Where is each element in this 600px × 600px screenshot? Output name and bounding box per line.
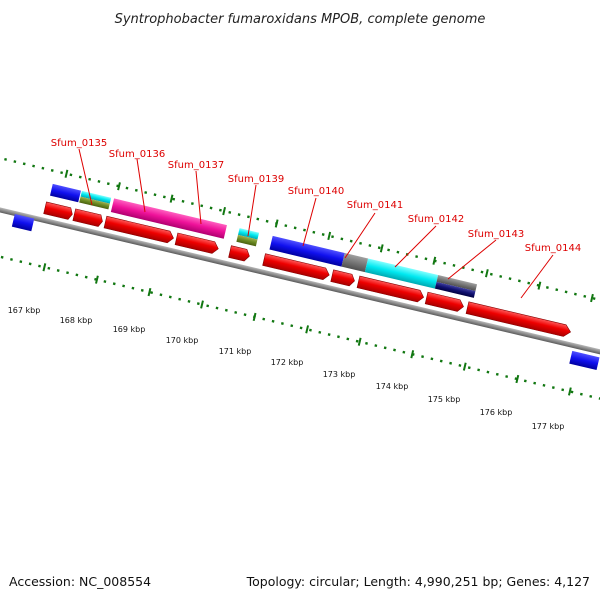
scale-labels: 167 kbp 168 kbp 169 kbp 170 kbp 171 kbp … [8, 306, 565, 431]
cds-row [43, 201, 571, 337]
scale-label: 175 kbp [428, 395, 461, 404]
gene-leaders [78, 148, 554, 299]
feature-block-blue-long [269, 235, 345, 267]
feature-row [50, 183, 478, 298]
feature-block-blue [50, 183, 81, 203]
leader-line [447, 239, 497, 280]
leader-line [78, 148, 93, 206]
genome-summary-text: Topology: circular; Length: 4,990,251 bp… [246, 574, 590, 589]
scale-label: 173 kbp [323, 370, 356, 379]
scale-label: 169 kbp [113, 325, 146, 334]
gene-label-sfum-0136[interactable]: Sfum_0136 [109, 149, 165, 160]
genome-backbone [0, 201, 600, 363]
scale-label: 168 kbp [60, 316, 93, 325]
leader-line [136, 158, 146, 213]
gene-label-sfum-0139[interactable]: Sfum_0139 [228, 174, 284, 185]
feature-block-gray-end [436, 275, 478, 292]
cds-arrow [103, 215, 174, 244]
cds-arrow [330, 269, 355, 287]
genome-track [0, 153, 600, 404]
gene-label-sfum-0140[interactable]: Sfum_0140 [288, 186, 344, 197]
cds-arrow [174, 232, 219, 254]
cds-arrow [262, 253, 330, 280]
gene-label-sfum-0137[interactable]: Sfum_0137 [168, 160, 224, 171]
leader-line [394, 225, 437, 268]
outer-scale-ticks [64, 169, 594, 303]
leader-line [195, 170, 202, 225]
scale-label: 171 kbp [219, 347, 252, 356]
scale-label: 167 kbp [8, 306, 41, 315]
accession-text: Accession: NC_008554 [9, 574, 151, 589]
gene-label-sfum-0135[interactable]: Sfum_0135 [51, 138, 107, 149]
cds-arrow [72, 208, 103, 227]
scale-label: 176 kbp [480, 408, 513, 417]
outer-scale-ring [0, 153, 600, 311]
cds-arrow [424, 291, 464, 312]
feature-block-olive-small [236, 234, 258, 247]
leader-line [344, 212, 376, 259]
cds-arrow [465, 301, 571, 337]
scale-label: 170 kbp [166, 336, 199, 345]
scale-label: 174 kbp [376, 382, 409, 391]
gene-labels: Sfum_0135 Sfum_0136 Sfum_0137 Sfum_0139 … [51, 138, 581, 254]
scale-label: 177 kbp [532, 422, 565, 431]
leader-line [247, 184, 257, 237]
feature-block-magenta [110, 198, 227, 239]
cds-arrow [356, 275, 425, 303]
reverse-feature-block [11, 214, 35, 232]
gene-label-sfum-0141[interactable]: Sfum_0141 [347, 200, 403, 211]
feature-block-gray [341, 252, 369, 273]
feature-block-cyan [80, 190, 112, 204]
gene-label-sfum-0142[interactable]: Sfum_0142 [408, 214, 464, 225]
leader-line [520, 254, 554, 299]
page-title: Syntrophobacter fumaroxidans MPOB, compl… [115, 12, 486, 27]
scale-label: 172 kbp [271, 358, 304, 367]
gene-label-sfum-0144[interactable]: Sfum_0144 [525, 243, 581, 254]
feature-block-navy [434, 281, 476, 298]
cds-arrow [228, 245, 250, 262]
leader-line [302, 197, 317, 247]
cds-arrow [43, 201, 73, 220]
reverse-feature-block-end [569, 350, 600, 371]
inner-scale-ring [0, 246, 600, 404]
gene-label-sfum-0143[interactable]: Sfum_0143 [468, 229, 524, 240]
feature-block-olive [79, 196, 110, 210]
feature-block-cyan-long [364, 258, 439, 289]
inner-scale-ticks [42, 263, 572, 396]
